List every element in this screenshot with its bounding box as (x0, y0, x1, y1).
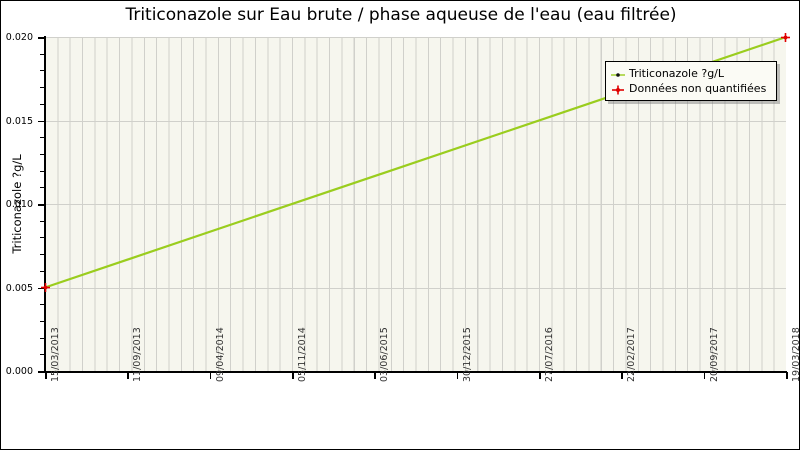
y-tick-minor (40, 137, 45, 139)
y-tick-minor (40, 254, 45, 256)
x-tick-label: 27/07/2016 (544, 327, 555, 382)
y-tick-major (38, 204, 45, 206)
chart-title: Triticonazole sur Eau brute / phase aque… (125, 5, 677, 25)
x-tick (127, 372, 129, 379)
x-tick (621, 372, 623, 379)
x-tick (209, 372, 212, 379)
y-tick-major (38, 287, 45, 289)
x-tick (703, 372, 706, 379)
x-axis-line (44, 371, 787, 373)
y-tick-label: 0.015 (5, 115, 33, 127)
legend-star-marker-icon (610, 82, 626, 96)
y-tick-minor (40, 237, 45, 239)
legend-item-triticonazole: Triticonazole ?g/L (610, 66, 766, 81)
x-tick-label: 15/03/2013 (50, 327, 61, 382)
y-tick-label: 0.010 (5, 199, 33, 210)
x-tick-label: 11/09/2013 (132, 327, 144, 382)
x-tick (292, 372, 294, 379)
y-tick-minor (40, 304, 45, 306)
y-tick-label: 0.020 (5, 32, 33, 43)
gridline-horizontal (45, 204, 786, 205)
x-tick (456, 372, 459, 379)
y-tick-minor (40, 220, 45, 222)
y-tick-minor (40, 153, 45, 155)
y-tick-minor (40, 187, 45, 189)
legend-item-non-quantified: Données non quantifiées (610, 81, 766, 96)
x-tick-label: 09/04/2014 (214, 327, 226, 382)
x-tick-label: 19/03/2018 (791, 327, 800, 382)
x-tick (45, 372, 47, 379)
y-tick-minor (40, 320, 45, 322)
y-tick-major (38, 37, 45, 39)
y-tick-minor (40, 354, 45, 356)
y-tick-major (38, 120, 45, 122)
y-tick-label: 0.005 (5, 282, 33, 294)
x-tick (539, 372, 541, 379)
legend-label-non-quantified: Données non quantifiées (629, 82, 767, 95)
chart-legend: Triticonazole ?g/L Données non quantifié… (605, 61, 778, 101)
x-tick-label: 05/11/2014 (297, 327, 308, 382)
legend-label-triticonazole: Triticonazole ?g/L (629, 67, 725, 80)
y-tick-minor (40, 103, 45, 105)
x-tick-label: 22/02/2017 (626, 327, 638, 382)
x-tick (786, 372, 788, 379)
y-tick-minor (40, 270, 45, 272)
y-tick-major (38, 371, 45, 373)
y-tick-minor (40, 87, 45, 89)
y-tick-minor (40, 70, 45, 72)
y-tick-minor (40, 53, 45, 55)
gridline-horizontal (45, 120, 786, 122)
gridline-horizontal (45, 37, 786, 38)
y-tick-minor (40, 170, 45, 172)
x-tick (374, 372, 376, 379)
x-tick-label: 20/09/2017 (708, 327, 720, 382)
y-tick-label: 0.000 (5, 366, 33, 377)
x-tick-label: 03/06/2015 (379, 327, 391, 382)
y-tick-minor (40, 337, 45, 339)
x-tick-label: 30/12/2015 (461, 327, 473, 382)
legend-point-marker-icon (610, 67, 626, 81)
gridline-horizontal (45, 287, 786, 289)
